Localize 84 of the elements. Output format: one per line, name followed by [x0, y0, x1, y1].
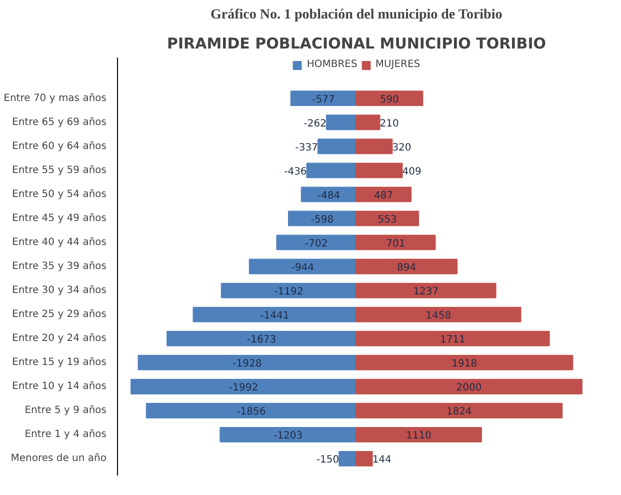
bar — [356, 186, 412, 202]
bar — [356, 282, 496, 298]
data-label: -1928 — [232, 358, 262, 370]
bar — [356, 210, 420, 226]
legend-label: MUJERES — [375, 59, 420, 70]
data-label: -944 — [291, 262, 314, 274]
bar — [248, 258, 357, 274]
y-tick-label: Entre 70 y mas años — [4, 92, 107, 104]
data-label: 144 — [372, 454, 392, 466]
bar — [146, 402, 357, 418]
data-label: -577 — [312, 94, 335, 106]
bar — [356, 378, 582, 394]
bar — [288, 210, 357, 226]
data-label: -1992 — [229, 382, 258, 394]
data-label: 409 — [402, 166, 422, 178]
data-label: -262 — [304, 118, 326, 130]
bar — [356, 234, 436, 250]
y-tick-label: Entre 40 y 44 años — [12, 236, 107, 248]
data-label: -702 — [305, 238, 328, 250]
data-label: -150 — [316, 454, 340, 466]
legend-label: HOMBRES — [306, 59, 358, 70]
data-label: -337 — [295, 142, 318, 154]
bar — [356, 138, 393, 154]
data-label: -1856 — [236, 406, 266, 418]
y-tick-label: Entre 10 y 14 años — [12, 381, 107, 392]
y-tick-label: Entre 5 y 9 años — [24, 405, 107, 416]
data-label: -1192 — [274, 286, 304, 298]
data-label: 2000 — [456, 382, 482, 394]
y-tick-label: Entre 1 y 4 años — [24, 429, 107, 440]
data-label: -436 — [284, 166, 307, 178]
bar — [356, 90, 424, 106]
bar — [356, 354, 574, 370]
y-tick-label: Entre 25 y 29 años — [12, 309, 107, 320]
data-label: 1711 — [440, 334, 466, 346]
data-label: 1110 — [406, 430, 432, 442]
data-label: 1918 — [452, 358, 478, 370]
bar — [220, 282, 357, 298]
data-label: 701 — [386, 238, 406, 250]
y-tick-label: Entre 15 y 19 años — [12, 357, 107, 368]
y-tick-label: Entre 35 y 39 años — [12, 261, 107, 272]
data-label: 487 — [374, 190, 394, 202]
bar — [356, 258, 458, 274]
data-label: -1203 — [274, 430, 303, 442]
y-tick-label: Entre 45 y 49 años — [12, 212, 107, 224]
bar — [356, 306, 522, 322]
bar — [326, 114, 357, 130]
bar — [290, 90, 357, 106]
bar — [276, 234, 357, 250]
bar — [220, 426, 357, 442]
data-label: 553 — [378, 214, 397, 226]
bar — [356, 162, 403, 178]
bar — [306, 162, 357, 178]
bar — [356, 450, 373, 466]
y-tick-label: Entre 65 y 69 años — [12, 116, 107, 128]
data-label: 210 — [380, 118, 399, 130]
data-label: -1673 — [247, 334, 276, 346]
bar — [356, 114, 380, 130]
bar — [356, 330, 550, 346]
bar — [356, 402, 563, 418]
chart-subtitle: PIRAMIDE POBLACIONAL MUNICIPIO TORIBIO — [166, 34, 546, 52]
data-label: 320 — [392, 142, 412, 154]
bar — [166, 330, 357, 346]
y-tick-label: Entre 50 y 54 años — [12, 188, 107, 200]
data-label: -484 — [317, 190, 340, 202]
y-tick-label: Entre 20 y 24 años — [12, 333, 107, 344]
data-label: 590 — [380, 94, 399, 106]
data-label: 894 — [397, 262, 416, 274]
chart-title: Gráfico No. 1 población del municipio de Toribio — [210, 8, 502, 22]
bar — [317, 138, 357, 154]
data-label: 1824 — [446, 406, 472, 418]
y-tick-label: Entre 30 y 34 años — [12, 285, 107, 296]
data-label: 1237 — [413, 286, 439, 298]
bar — [338, 450, 357, 466]
data-label: 1458 — [426, 310, 452, 322]
bar — [300, 186, 357, 202]
data-label: -598 — [310, 214, 334, 226]
y-tick-label: Menores de un año — [10, 453, 107, 464]
y-tick-label: Entre 55 y 59 años — [12, 164, 107, 176]
bar — [138, 354, 357, 370]
y-tick-label: Entre 60 y 64 años — [12, 140, 107, 152]
bar — [356, 426, 482, 442]
bar — [192, 306, 357, 322]
bar — [130, 378, 357, 394]
data-label: -1441 — [260, 310, 290, 322]
